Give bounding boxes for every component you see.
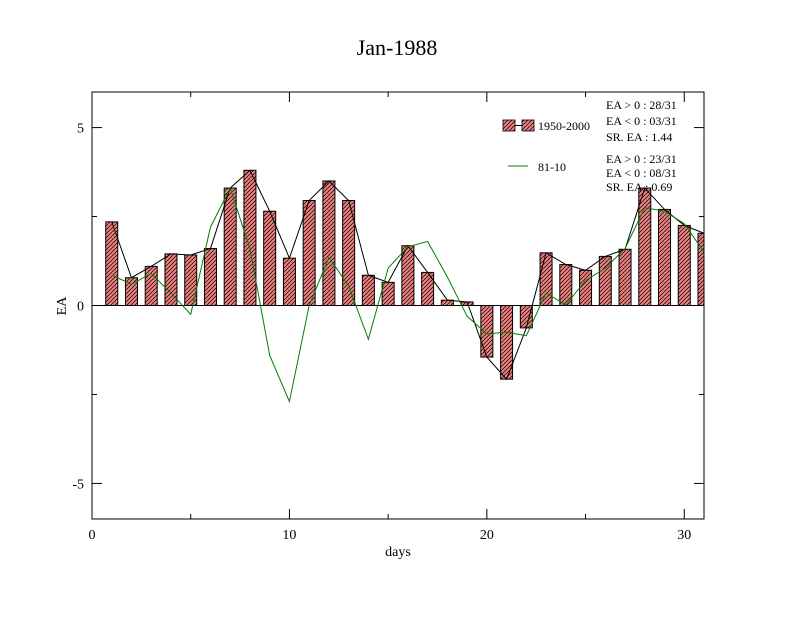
bar bbox=[539, 252, 553, 307]
bar bbox=[322, 180, 336, 306]
bar bbox=[421, 271, 435, 306]
bar bbox=[677, 224, 691, 306]
bar bbox=[579, 269, 593, 306]
bar bbox=[658, 208, 672, 306]
bar bbox=[223, 187, 237, 306]
x-axis-label: days bbox=[385, 545, 411, 560]
legend-swatch-1950-2000 bbox=[502, 119, 516, 132]
bar bbox=[361, 274, 375, 307]
y-tick-label: -5 bbox=[72, 477, 84, 492]
bar bbox=[381, 281, 395, 306]
y-tick-label: 0 bbox=[77, 300, 84, 315]
chart-title: Jan-1988 bbox=[357, 35, 438, 60]
bar bbox=[144, 265, 158, 307]
legend-stat: SR. EA : 1.44 bbox=[606, 130, 672, 144]
line-series bbox=[111, 169, 705, 404]
bar bbox=[203, 248, 217, 306]
legend-stat: EA < 0 : 08/31 bbox=[606, 166, 677, 180]
legend-stat: EA > 0 : 23/31 bbox=[606, 152, 677, 166]
x-tick-label: 30 bbox=[677, 528, 691, 543]
legend-stat: EA > 0 : 28/31 bbox=[606, 98, 677, 112]
bar bbox=[480, 305, 494, 358]
y-tick-label: 5 bbox=[77, 122, 84, 137]
bar bbox=[638, 187, 652, 306]
x-tick-label: 10 bbox=[282, 528, 296, 543]
legend-label-1950-2000: 1950-2000 bbox=[538, 119, 590, 133]
bar bbox=[519, 305, 533, 329]
bar bbox=[282, 257, 296, 306]
bar bbox=[263, 210, 277, 306]
bar bbox=[401, 245, 415, 306]
legend-label-81-10: 81-10 bbox=[538, 160, 566, 174]
x-tick-label: 0 bbox=[89, 528, 96, 543]
bar bbox=[697, 232, 705, 307]
bar bbox=[618, 248, 632, 307]
legend-stat: SR. EA : 0.69 bbox=[606, 180, 672, 194]
legend-swatch-1950-2000-b bbox=[521, 119, 535, 132]
bar bbox=[302, 200, 316, 306]
series-1950-2000-line bbox=[111, 169, 705, 381]
legend: 1950-2000 EA > 0 : 28/31 EA < 0 : 03/31 … bbox=[502, 98, 677, 194]
bar-series bbox=[105, 169, 705, 380]
y-axis-label: EA bbox=[55, 296, 70, 316]
series-81-10-line bbox=[111, 186, 705, 404]
x-tick-label: 20 bbox=[480, 528, 494, 543]
legend-stat: EA < 0 : 03/31 bbox=[606, 114, 677, 128]
axis-ticks: 0 10 20 30 -5 0 5 bbox=[72, 92, 704, 543]
bar bbox=[243, 169, 257, 306]
